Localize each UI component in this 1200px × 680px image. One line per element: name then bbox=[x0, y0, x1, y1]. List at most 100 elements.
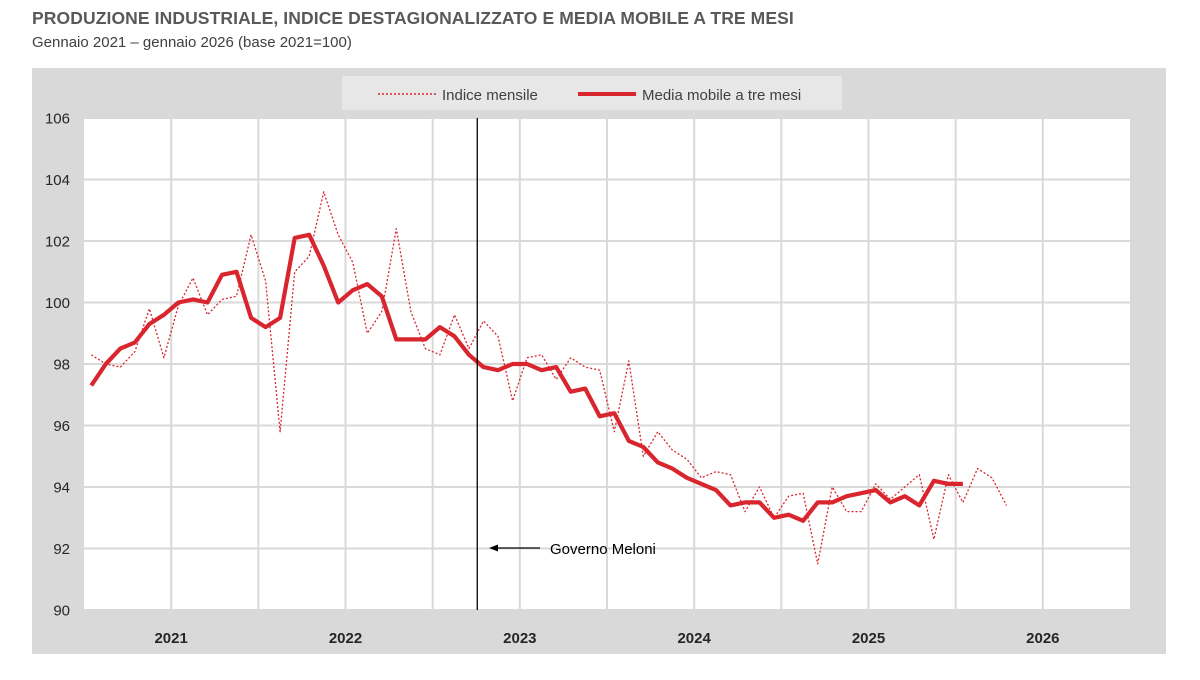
monthly-index-point bbox=[120, 367, 121, 368]
moving-average-point bbox=[163, 314, 164, 315]
monthly-index-point bbox=[134, 351, 135, 352]
monthly-index-point bbox=[744, 511, 745, 512]
monthly-index-point bbox=[614, 431, 615, 432]
monthly-index-point bbox=[425, 348, 426, 349]
monthly-index-point bbox=[439, 354, 440, 355]
chart-subtitle: Gennaio 2021 – gennaio 2026 (base 2021=1… bbox=[32, 34, 352, 51]
monthly-index-point bbox=[759, 486, 760, 487]
moving-average-point bbox=[221, 274, 222, 275]
monthly-index-point bbox=[730, 474, 731, 475]
moving-average-point bbox=[701, 483, 702, 484]
moving-average-point bbox=[774, 517, 775, 518]
monthly-index-point bbox=[251, 234, 252, 235]
moving-average-point bbox=[730, 505, 731, 506]
moving-average-point bbox=[483, 367, 484, 368]
moving-average-point bbox=[672, 468, 673, 469]
monthly-index-point bbox=[381, 311, 382, 312]
moving-average-point bbox=[134, 342, 135, 343]
y-tick-label: 100 bbox=[45, 295, 70, 312]
moving-average-point bbox=[425, 339, 426, 340]
moving-average-point bbox=[178, 302, 179, 303]
monthly-index-point bbox=[570, 357, 571, 358]
monthly-index-point bbox=[280, 431, 281, 432]
y-tick-label: 102 bbox=[45, 234, 70, 251]
monthly-index-point bbox=[657, 431, 658, 432]
moving-average-point bbox=[207, 302, 208, 303]
monthly-index-point bbox=[454, 314, 455, 315]
moving-average-point bbox=[875, 490, 876, 491]
monthly-index-point bbox=[309, 256, 310, 257]
monthly-index-point bbox=[875, 483, 876, 484]
moving-average-point bbox=[454, 336, 455, 337]
year-label: 2025 bbox=[852, 630, 885, 647]
monthly-index-point bbox=[991, 477, 992, 478]
moving-average-point bbox=[948, 483, 949, 484]
monthly-index-point bbox=[919, 474, 920, 475]
moving-average-point bbox=[149, 323, 150, 324]
legend: Indice mensile Media mobile a tre mesi bbox=[342, 76, 842, 110]
horizontal-gridlines bbox=[84, 117, 1130, 611]
moving-average-point bbox=[904, 496, 905, 497]
monthly-index-point bbox=[643, 456, 644, 457]
moving-average-point bbox=[512, 363, 513, 364]
year-label: 2021 bbox=[154, 630, 187, 647]
monthly-index-point bbox=[628, 360, 629, 361]
monthly-index-point bbox=[468, 348, 469, 349]
y-tick-label: 94 bbox=[53, 480, 70, 497]
moving-average-point bbox=[788, 514, 789, 515]
monthly-index-point bbox=[294, 271, 295, 272]
monthly-index-point bbox=[410, 311, 411, 312]
monthly-index-point bbox=[832, 486, 833, 487]
moving-average-point bbox=[657, 462, 658, 463]
moving-average-point bbox=[556, 367, 557, 368]
monthly-index-point bbox=[163, 357, 164, 358]
y-axis-tick-labels: 90 92 94 96 98 100 102 104 106 bbox=[45, 111, 70, 620]
y-tick-label: 96 bbox=[53, 418, 70, 435]
moving-average-point bbox=[599, 416, 600, 417]
monthly-index-point bbox=[527, 357, 528, 358]
moving-average-point bbox=[410, 339, 411, 340]
monthly-index-point bbox=[861, 511, 862, 512]
annotation-layer: Governo Meloni bbox=[476, 118, 656, 610]
moving-average-point bbox=[846, 496, 847, 497]
x-axis-year-labels: 2021 2022 2023 2024 2025 2026 bbox=[154, 630, 1059, 647]
moving-average-point bbox=[265, 327, 266, 328]
monthly-index-point bbox=[338, 234, 339, 235]
moving-average-point bbox=[744, 502, 745, 503]
monthly-index-point bbox=[541, 354, 542, 355]
moving-average-point bbox=[294, 237, 295, 238]
moving-average-point bbox=[541, 370, 542, 371]
monthly-index-point bbox=[352, 262, 353, 263]
monthly-index-point bbox=[672, 450, 673, 451]
moving-average-point bbox=[585, 388, 586, 389]
moving-average-point bbox=[759, 502, 760, 503]
moving-average-line bbox=[89, 232, 963, 523]
y-tick-label: 92 bbox=[53, 541, 70, 558]
moving-average-point bbox=[497, 370, 498, 371]
monthly-index-point bbox=[91, 354, 92, 355]
moving-average-point bbox=[396, 339, 397, 340]
monthly-index-point bbox=[701, 477, 702, 478]
moving-average-point bbox=[309, 234, 310, 235]
moving-average-point bbox=[367, 284, 368, 285]
monthly-index-point bbox=[556, 379, 557, 380]
year-label: 2026 bbox=[1026, 630, 1059, 647]
moving-average-point bbox=[352, 290, 353, 291]
monthly-index-point bbox=[192, 277, 193, 278]
moving-average-point bbox=[643, 446, 644, 447]
series-layer bbox=[89, 191, 1008, 565]
annotation-governo-meloni: Governo Meloni bbox=[550, 541, 656, 558]
legend-label-monthly: Indice mensile bbox=[442, 87, 538, 104]
monthly-index-point bbox=[817, 563, 818, 564]
moving-average-point bbox=[251, 317, 252, 318]
moving-average-point bbox=[280, 317, 281, 318]
y-tick-label: 98 bbox=[53, 357, 70, 374]
monthly-index-point bbox=[396, 228, 397, 229]
moving-average-point bbox=[468, 354, 469, 355]
moving-average-point bbox=[861, 493, 862, 494]
monthly-index-point bbox=[236, 296, 237, 297]
moving-average-point bbox=[962, 483, 963, 484]
monthly-index-point bbox=[265, 280, 266, 281]
year-label: 2024 bbox=[677, 630, 711, 647]
